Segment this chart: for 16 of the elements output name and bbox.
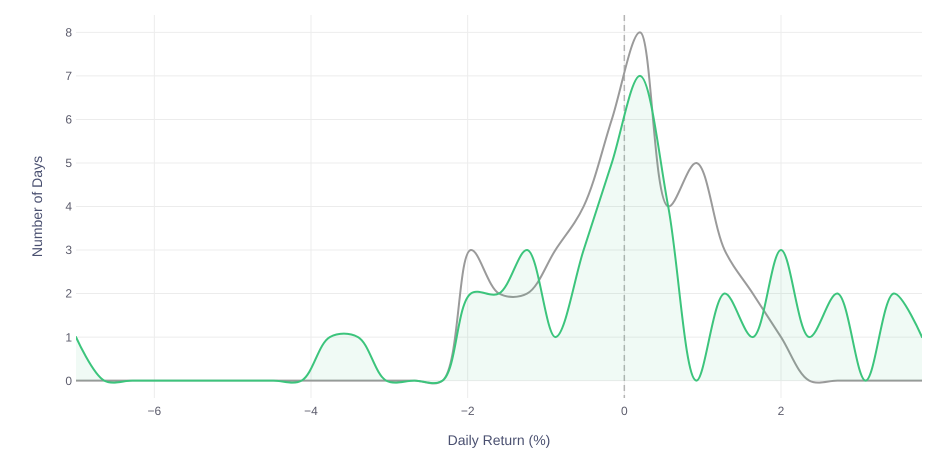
y-tick-label: 2 bbox=[65, 286, 72, 301]
y-tick-label: 7 bbox=[65, 69, 72, 84]
x-tick-label: −6 bbox=[147, 404, 162, 418]
x-tick-label: −2 bbox=[460, 404, 475, 418]
y-tick-label: 0 bbox=[65, 374, 72, 388]
y-tick-label: 8 bbox=[65, 26, 72, 40]
y-tick-label: 1 bbox=[65, 330, 72, 344]
y-axis-title: Number of Days bbox=[29, 156, 45, 258]
y-tick-label: 6 bbox=[65, 112, 72, 127]
y-tick-label: 5 bbox=[65, 156, 72, 170]
x-tick-label: −4 bbox=[304, 404, 318, 418]
x-tick-label: 2 bbox=[778, 404, 785, 418]
y-tick-label: 3 bbox=[65, 243, 72, 258]
x-tick-label: 0 bbox=[620, 404, 628, 418]
x-axis-title: Daily Return (%) bbox=[448, 432, 550, 448]
y-tick-label: 4 bbox=[65, 200, 72, 214]
